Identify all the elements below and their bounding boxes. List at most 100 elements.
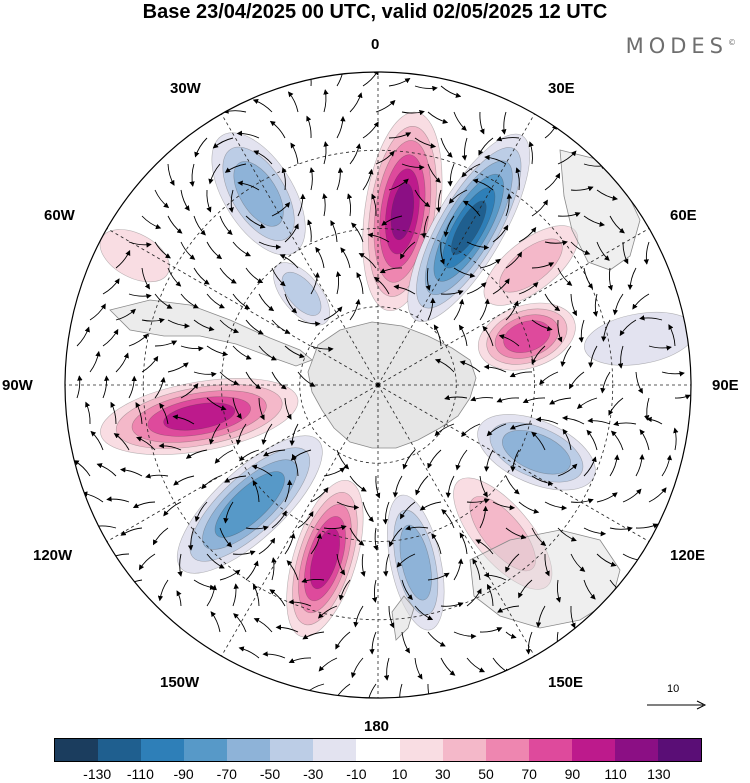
wind-vector bbox=[253, 150, 273, 165]
wind-vector bbox=[110, 401, 117, 425]
wind-vector bbox=[639, 429, 650, 451]
anomaly-contour bbox=[163, 402, 236, 431]
wind-vector bbox=[330, 220, 338, 243]
wind-vector bbox=[245, 215, 266, 229]
wind-vector bbox=[258, 345, 277, 361]
wind-vector bbox=[336, 501, 360, 511]
wind-vector bbox=[310, 487, 329, 503]
colorbar-tick-label: -130 bbox=[83, 766, 112, 782]
wind-vector bbox=[562, 428, 572, 451]
colorbar-swatch bbox=[657, 739, 701, 761]
colorbar-tick-label: 90 bbox=[564, 766, 581, 782]
wind-vector bbox=[453, 631, 477, 640]
wind-vector bbox=[427, 297, 436, 321]
wind-vector bbox=[262, 651, 286, 659]
wind-vector bbox=[648, 487, 667, 503]
wind-vector bbox=[414, 605, 434, 621]
wind-vector bbox=[381, 215, 403, 226]
wind-vector bbox=[607, 267, 613, 291]
wind-vector bbox=[297, 371, 316, 387]
wind-vector bbox=[544, 172, 561, 191]
wind-vector bbox=[193, 267, 210, 285]
wind-vector bbox=[269, 120, 286, 139]
wind-vector bbox=[253, 617, 273, 633]
wind-vector bbox=[275, 624, 299, 633]
wind-vector bbox=[307, 219, 313, 243]
wind-vector bbox=[440, 85, 462, 98]
wind-vector bbox=[180, 189, 190, 212]
wind-vector bbox=[632, 293, 650, 310]
wind-vector bbox=[619, 319, 637, 337]
wind-vector bbox=[466, 657, 486, 673]
lon-label-0: 0 bbox=[371, 36, 380, 53]
wind-vector bbox=[375, 150, 395, 165]
colorbar-swatch bbox=[571, 739, 615, 761]
wind-vector bbox=[392, 475, 403, 498]
wind-vector bbox=[315, 246, 325, 269]
wind-vector bbox=[440, 602, 464, 608]
wind-vector bbox=[515, 167, 521, 191]
wind-vector bbox=[414, 137, 437, 149]
colorbar-tick-label: -110 bbox=[126, 766, 154, 782]
wind-vector bbox=[453, 267, 476, 279]
wind-vector bbox=[167, 362, 189, 373]
wind-vector bbox=[76, 375, 83, 399]
wind-vector bbox=[167, 267, 182, 287]
wind-vector bbox=[180, 383, 199, 399]
wind-vector bbox=[455, 449, 468, 471]
wind-vector bbox=[459, 532, 468, 555]
wind-vector bbox=[90, 430, 104, 451]
wind-vector bbox=[208, 163, 221, 185]
wind-vector bbox=[238, 646, 260, 659]
wind-vector bbox=[627, 267, 637, 291]
wind-vector bbox=[154, 293, 173, 309]
wind-vector bbox=[232, 293, 251, 310]
wind-vector bbox=[518, 226, 537, 243]
wind-vector bbox=[334, 683, 351, 698]
wind-vector bbox=[383, 657, 390, 681]
wind-vector bbox=[570, 553, 586, 572]
wind-vector bbox=[102, 375, 110, 399]
wind-vector bbox=[236, 130, 260, 139]
wind-vector bbox=[373, 276, 390, 295]
wind-vector bbox=[668, 324, 676, 347]
wind-vector bbox=[576, 397, 598, 409]
wind-vector bbox=[154, 189, 170, 209]
wind-vector bbox=[470, 396, 494, 402]
wind-vector bbox=[349, 475, 367, 492]
wind-vector bbox=[284, 397, 292, 420]
wind-vector bbox=[531, 345, 546, 365]
wind-vector bbox=[318, 657, 338, 672]
wind-vector bbox=[486, 583, 494, 607]
wind-vector bbox=[362, 72, 379, 87]
wind-vector bbox=[193, 215, 206, 236]
wind-vector bbox=[193, 319, 215, 332]
wind-vector bbox=[609, 215, 625, 234]
wind-vector bbox=[271, 371, 287, 390]
wind-vector bbox=[224, 163, 247, 173]
wind-vector bbox=[399, 683, 403, 698]
wind-vector bbox=[439, 241, 445, 265]
wind-vector bbox=[505, 527, 527, 540]
colorbar-swatch bbox=[485, 739, 529, 761]
wind-vector bbox=[583, 215, 605, 227]
wind-vector bbox=[482, 325, 494, 347]
wind-vector bbox=[448, 189, 468, 204]
wind-vector bbox=[570, 605, 576, 629]
wind-vector bbox=[421, 215, 429, 239]
wind-vector bbox=[252, 480, 260, 503]
meridian-line bbox=[221, 113, 379, 386]
wind-vector bbox=[271, 202, 291, 217]
wind-vector bbox=[569, 371, 585, 390]
colorbar-tick-label: 10 bbox=[391, 766, 408, 782]
colorbar bbox=[54, 738, 702, 762]
wind-vector bbox=[336, 115, 346, 139]
colorbar-tick-label: -10 bbox=[346, 766, 367, 782]
wind-vector bbox=[167, 215, 183, 234]
lon-label-60w: 60W bbox=[44, 207, 75, 224]
lon-label-150e: 150E bbox=[548, 674, 584, 691]
wind-vector bbox=[317, 605, 338, 619]
wind-vector bbox=[443, 215, 455, 238]
wind-vector bbox=[578, 319, 585, 343]
wind-vector bbox=[505, 193, 513, 217]
